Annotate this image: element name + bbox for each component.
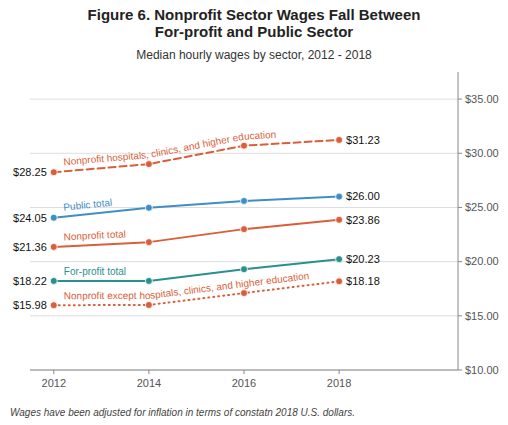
series-label: Nonprofit total [63,228,126,242]
grid-line [30,370,458,371]
title: Figure 6. Nonprofit Sector Wages Fall Be… [88,6,421,40]
point [336,278,343,285]
y-tick-label: $35.00 [465,93,499,105]
series-label: Nonprofit hospitals, clinics, and higher… [63,129,277,168]
x-tick-label: 2012 [42,377,66,389]
x-tick [339,370,340,374]
point [336,256,343,263]
data-label: $20.23 [346,253,380,265]
point [241,290,248,297]
point [336,216,343,223]
y-tick-label: $15.00 [465,310,499,322]
x-tick [53,370,54,374]
point [145,239,152,246]
data-label: $24.05 [13,212,47,224]
chart: Figure 6. Nonprofit Sector Wages Fall Be… [0,0,508,425]
point [50,214,57,221]
x-tick [148,370,149,374]
grid [30,99,458,370]
y-tick [458,99,462,100]
y-tick [458,370,462,371]
point [336,193,343,200]
y-tick-label: $20.00 [465,255,499,267]
x-tick [244,370,245,374]
x-axis [30,370,458,371]
grid-line [30,153,458,154]
point [241,266,248,273]
x-tick-label: 2014 [137,377,161,389]
point [50,243,57,250]
series-line [54,197,339,218]
data-label: $15.98 [13,299,47,311]
data-label: $18.18 [346,275,380,287]
point [145,277,152,284]
grid-line [30,99,458,100]
data-label: $31.23 [346,134,380,146]
x-tick-label: 2018 [327,377,351,389]
data-label: $21.36 [13,241,47,253]
y-tick [458,207,462,208]
point [50,302,57,309]
series-line [54,220,339,247]
data-label: $23.86 [346,214,380,226]
footnote: Wages have been adjusted for inflation i… [10,407,355,418]
point [336,136,343,143]
y-tick-label: $10.00 [465,364,499,376]
data-label: $28.25 [13,166,47,178]
y-tick [458,261,462,262]
y-tick-label: $25.00 [465,201,499,213]
y-tick-label: $30.00 [465,147,499,159]
point [241,142,248,149]
y-tick [458,315,462,316]
subtitle: Median hourly wages by sector, 2012 - 20… [136,48,372,62]
point [145,204,152,211]
labels: $28.25 $31.23 Nonprofit hospitals, clinics… [13,129,380,311]
point [50,277,57,284]
y-tick [458,153,462,154]
point [145,301,152,308]
point [241,197,248,204]
series-label: Nonprofit except hospitals, clinics, and… [64,270,310,301]
series-label: Public total [63,197,113,213]
grid-line [30,261,458,262]
point [145,161,152,168]
point [50,169,57,176]
data-label: $18.22 [13,275,47,287]
series-label: For-profit total [64,266,126,277]
grid-line [30,315,458,316]
point [241,226,248,233]
data-label: $26.00 [346,190,380,202]
y-axis [458,72,459,370]
x-tick-label: 2016 [232,377,256,389]
